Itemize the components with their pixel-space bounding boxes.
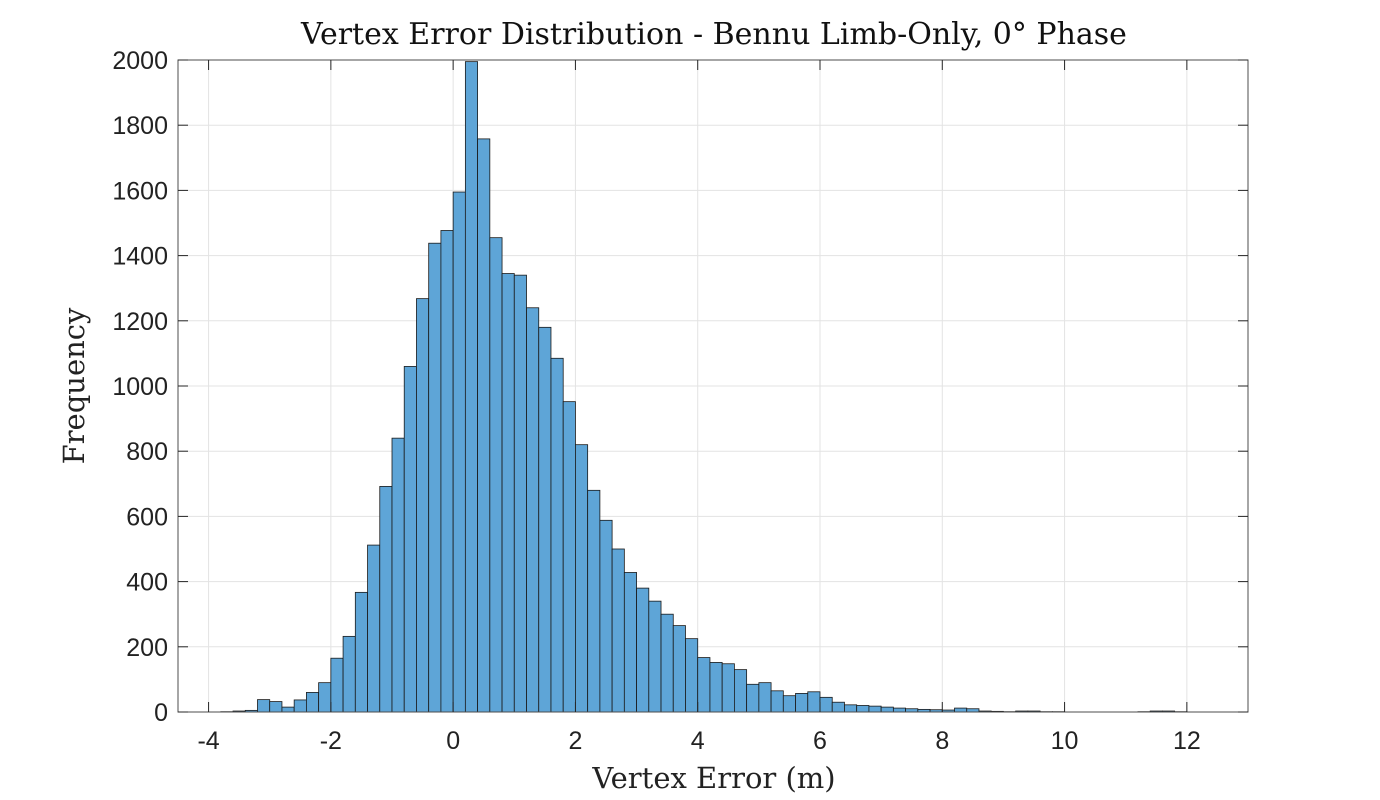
histogram-bar — [623, 572, 637, 713]
histogram-bar — [795, 693, 809, 713]
histogram-bars — [220, 61, 1188, 713]
y-tick-label: 1600 — [112, 177, 168, 205]
histogram-bar — [562, 401, 576, 713]
y-tick-label: 0 — [154, 699, 168, 727]
histogram-bar — [697, 657, 711, 713]
x-tick-label: 10 — [1051, 727, 1079, 755]
histogram-bar — [464, 61, 479, 713]
x-tick-label: 6 — [813, 727, 827, 755]
histogram-bar — [734, 669, 748, 713]
x-tick-label: 8 — [935, 727, 949, 755]
histogram-bar — [513, 274, 527, 713]
histogram-bar — [501, 273, 515, 713]
histogram-bar — [391, 437, 405, 713]
histogram-bar — [758, 682, 772, 713]
histogram-bar — [892, 707, 906, 713]
histogram-bar — [305, 692, 320, 713]
histogram-bar — [379, 486, 393, 713]
x-tick-label: 12 — [1173, 727, 1201, 755]
y-tick-label: 800 — [126, 438, 168, 466]
histogram-bar — [477, 138, 491, 713]
histogram-bar — [746, 683, 760, 713]
histogram-bar — [330, 657, 344, 713]
y-tick-label: 2000 — [112, 47, 168, 75]
x-axis-label: Vertex Error (m) — [591, 761, 835, 795]
histogram-bar — [452, 191, 466, 713]
histogram-bar — [281, 706, 295, 713]
histogram-bar — [403, 366, 417, 713]
histogram-bar — [526, 307, 540, 713]
axis-ticks — [178, 59, 1248, 713]
histogram-bar — [709, 662, 723, 713]
chart-title: Vertex Error Distribution - Bennu Limb-O… — [300, 17, 1127, 52]
histogram-bar — [648, 600, 662, 713]
histogram-bar — [587, 489, 601, 713]
histogram-bar — [636, 587, 650, 713]
histogram-bar — [819, 696, 833, 713]
x-tick-label: 2 — [568, 727, 582, 755]
histogram-bar — [672, 625, 686, 713]
y-tick-labels: 0 200 400 600 800 1000 1200 1400 1600 1800 2000 — [112, 47, 168, 727]
y-axis-label: Frequency — [57, 307, 91, 464]
histogram-bar — [611, 548, 625, 713]
y-tick-label: 200 — [126, 634, 168, 662]
y-tick-label: 400 — [126, 569, 168, 597]
x-tick-labels: -4 -2 0 2 4 6 8 10 12 — [197, 727, 1200, 755]
y-tick-label: 600 — [126, 503, 168, 531]
histogram-bar — [782, 695, 796, 713]
histogram-bar — [293, 699, 307, 713]
x-tick-label: -4 — [197, 727, 219, 755]
histogram-bar — [550, 357, 564, 713]
y-tick-label: 1200 — [112, 308, 168, 336]
histogram-bar — [721, 663, 735, 713]
histogram-bar — [538, 326, 552, 713]
histogram-bar — [342, 635, 356, 713]
y-tick-label: 1800 — [112, 112, 168, 140]
x-tick-label: -2 — [320, 727, 342, 755]
histogram-bar — [880, 706, 894, 713]
histogram-bar — [599, 519, 613, 713]
histogram-bar — [954, 707, 968, 713]
histogram-bar — [575, 444, 589, 713]
histogram-bar — [367, 544, 381, 713]
histogram-bar — [807, 691, 821, 713]
histogram-bar — [354, 591, 368, 713]
x-tick-label: 4 — [691, 727, 705, 755]
y-tick-label: 1000 — [112, 373, 168, 401]
histogram-bar — [831, 701, 845, 713]
histogram-bar — [770, 690, 784, 713]
y-tick-label: 1400 — [112, 243, 168, 271]
histogram-bar — [416, 298, 430, 713]
histogram-bar — [428, 242, 442, 713]
histogram-bar — [489, 237, 503, 713]
histogram-bar — [660, 613, 674, 713]
histogram-bar — [844, 704, 858, 713]
histogram-bar — [685, 638, 699, 713]
histogram-bar — [257, 699, 271, 713]
histogram-bar — [440, 230, 454, 713]
histogram-bar — [318, 682, 332, 713]
x-tick-label: 0 — [446, 727, 460, 755]
histogram-bar — [856, 705, 870, 713]
histogram-bar — [269, 701, 283, 713]
histogram-bar — [868, 705, 882, 713]
